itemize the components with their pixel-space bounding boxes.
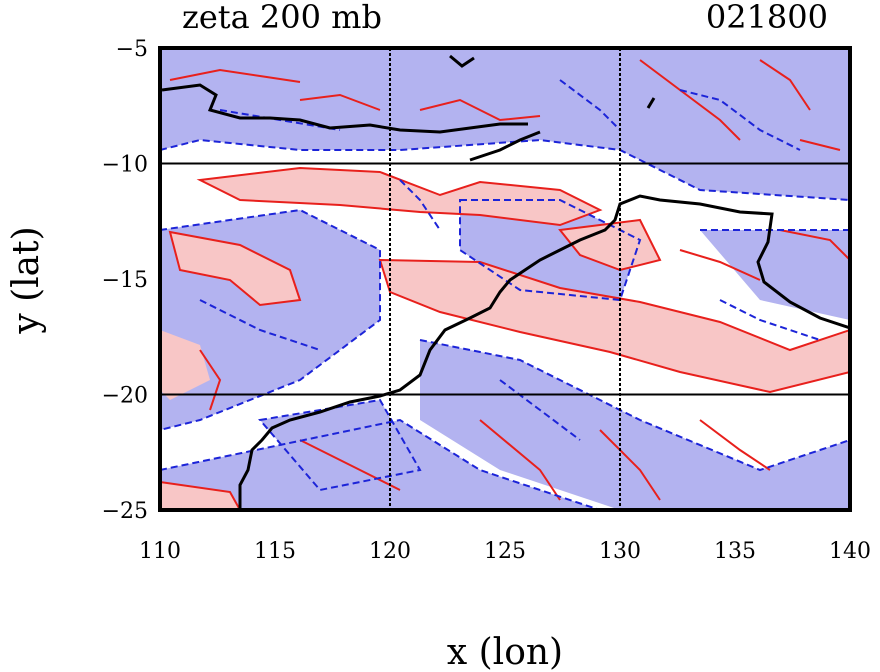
y-tick-label-minus25: −25 (102, 499, 148, 524)
positive-vorticity-fill (160, 168, 850, 510)
plot-frame (158, 46, 852, 512)
x-tick-label-125: 125 (484, 539, 526, 564)
y-tick-label-minus10: −10 (102, 153, 148, 178)
x-axis-label: x (lon) (447, 632, 563, 672)
contour-layer (160, 48, 850, 510)
x-tick-label-135: 135 (714, 539, 756, 564)
x-tick-label-140: 140 (829, 539, 871, 564)
y-tick-label-minus5: −5 (116, 37, 148, 62)
x-tick-labels: 110 115 120 125 130 135 140 (139, 539, 871, 564)
chart-timestamp: 021800 (706, 0, 828, 36)
y-tick-label-minus15: −15 (102, 268, 148, 293)
y-tick-labels: −5 −10 −15 −20 −25 (102, 37, 148, 524)
x-tick-label-115: 115 (254, 539, 296, 564)
gridlines (160, 48, 850, 510)
y-axis-label: y (lat) (6, 226, 47, 334)
coastline (161, 54, 850, 510)
chart-title: zeta 200 mb (182, 0, 382, 36)
x-tick-label-130: 130 (599, 539, 641, 564)
y-tick-label-minus20: −20 (102, 384, 148, 409)
x-tick-label-120: 120 (369, 539, 411, 564)
x-tick-label-110: 110 (139, 539, 181, 564)
